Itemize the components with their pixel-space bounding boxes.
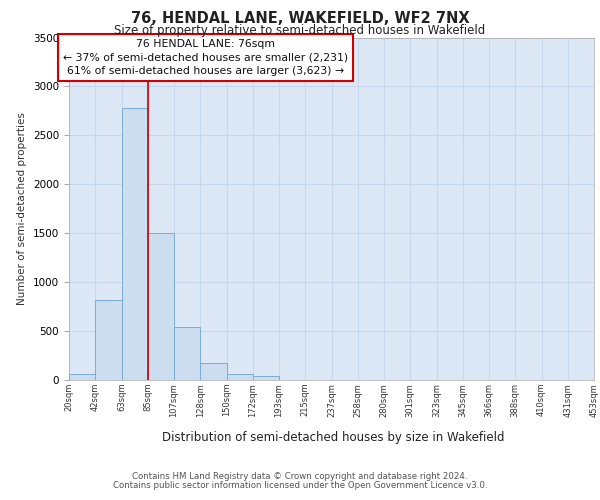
Bar [69, 374, 95, 380]
Bar [253, 376, 279, 380]
Text: 76, HENDAL LANE, WAKEFIELD, WF2 7NX: 76, HENDAL LANE, WAKEFIELD, WF2 7NX [131, 11, 469, 26]
Bar [200, 364, 227, 380]
Bar [95, 300, 121, 380]
Bar [174, 327, 200, 380]
Text: Size of property relative to semi-detached houses in Wakefield: Size of property relative to semi-detach… [115, 24, 485, 37]
Text: 76 HENDAL LANE: 76sqm
← 37% of semi-detached houses are smaller (2,231)
61% of s: 76 HENDAL LANE: 76sqm ← 37% of semi-deta… [63, 39, 348, 76]
Bar [148, 233, 174, 380]
Text: Contains public sector information licensed under the Open Government Licence v3: Contains public sector information licen… [113, 481, 487, 490]
Y-axis label: Number of semi-detached properties: Number of semi-detached properties [17, 112, 28, 305]
Text: Distribution of semi-detached houses by size in Wakefield: Distribution of semi-detached houses by … [162, 431, 504, 444]
Bar [121, 108, 148, 380]
Bar [227, 374, 253, 380]
Text: Contains HM Land Registry data © Crown copyright and database right 2024.: Contains HM Land Registry data © Crown c… [132, 472, 468, 481]
